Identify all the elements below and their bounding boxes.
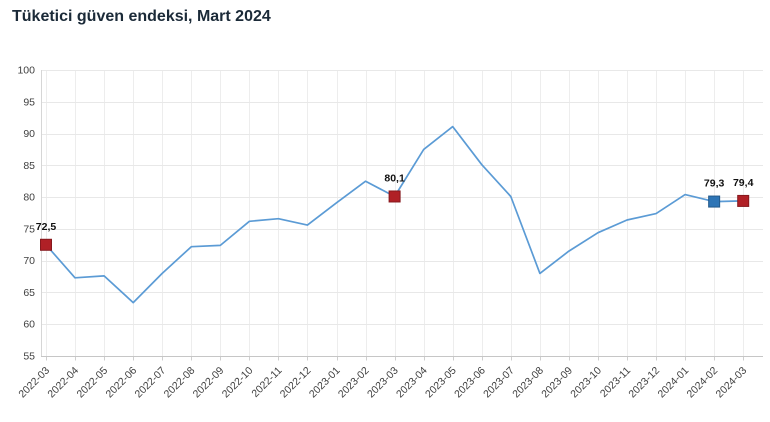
data-marker-label: 80,1 bbox=[384, 172, 405, 184]
x-axis-label: 2022-07 bbox=[133, 365, 169, 401]
data-marker bbox=[40, 238, 52, 251]
x-axis-label: 2022-08 bbox=[162, 365, 198, 401]
x-axis-label: 2023-08 bbox=[510, 365, 546, 401]
data-marker-label: 79,4 bbox=[733, 177, 754, 189]
x-axis-label: 2022-09 bbox=[191, 365, 227, 401]
x-axis-label: 2023-05 bbox=[423, 365, 459, 401]
y-axis-label: 70 bbox=[23, 255, 35, 267]
y-axis-label: 90 bbox=[23, 128, 35, 140]
chart-title: Tüketici güven endeksi, Mart 2024 bbox=[12, 8, 271, 25]
data-marker-label: 72,5 bbox=[36, 221, 57, 233]
x-axis-label: 2023-01 bbox=[307, 365, 343, 401]
x-axis-label: 2023-04 bbox=[394, 365, 430, 401]
y-axis-label: 75 bbox=[23, 223, 35, 235]
x-axis-label: 2023-09 bbox=[539, 365, 575, 401]
x-axis-label: 2022-12 bbox=[278, 365, 314, 401]
x-axis-label: 2022-05 bbox=[74, 365, 110, 401]
y-axis-label: 55 bbox=[23, 351, 35, 363]
x-axis-label: 2023-12 bbox=[626, 365, 662, 401]
x-axis-label: 2023-07 bbox=[481, 365, 517, 401]
y-axis-label: 100 bbox=[17, 65, 35, 77]
data-marker bbox=[388, 190, 401, 203]
x-axis-label: 2022-06 bbox=[104, 365, 140, 401]
data-marker bbox=[708, 195, 721, 208]
x-axis-label: 2023-02 bbox=[336, 365, 372, 401]
x-axis-label: 2023-06 bbox=[452, 365, 488, 401]
y-axis-label: 85 bbox=[23, 160, 35, 172]
x-axis-label: 2022-04 bbox=[45, 365, 81, 401]
x-axis-label: 2023-03 bbox=[365, 365, 401, 401]
y-axis-label: 65 bbox=[23, 287, 35, 299]
x-axis-label: 2024-01 bbox=[655, 365, 691, 401]
x-axis-label: 2022-03 bbox=[16, 365, 52, 401]
data-marker bbox=[737, 194, 750, 207]
confidence-line bbox=[45, 125, 745, 304]
y-axis-label: 60 bbox=[23, 319, 35, 331]
x-axis-label: 2024-03 bbox=[714, 365, 750, 401]
y-axis-label: 80 bbox=[23, 192, 35, 204]
data-marker-label: 79,3 bbox=[704, 178, 725, 190]
x-axis-label: 2022-10 bbox=[220, 365, 256, 401]
x-axis-label: 2024-02 bbox=[685, 365, 721, 401]
x-axis-label: 2023-10 bbox=[568, 365, 604, 401]
y-axis-label: 95 bbox=[23, 96, 35, 108]
